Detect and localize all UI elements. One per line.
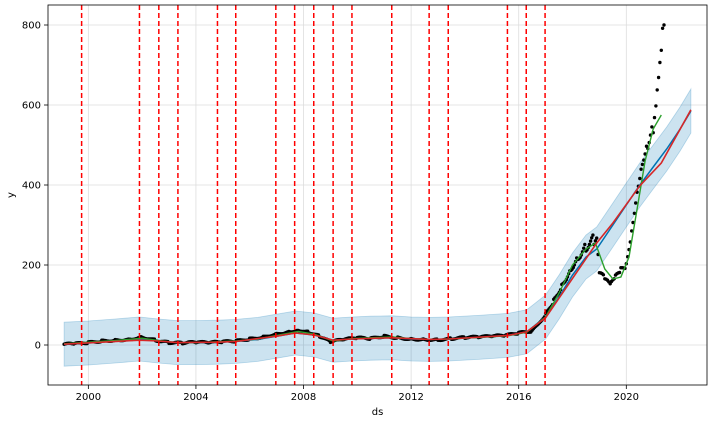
observed-point (655, 88, 659, 92)
trend-line (64, 109, 692, 345)
grid-lines (48, 5, 707, 385)
observed-point (638, 176, 642, 181)
observed-point (617, 270, 622, 275)
observed-point (583, 242, 587, 247)
observed-point (660, 26, 665, 30)
observed-point (630, 229, 634, 233)
observed-point (587, 242, 592, 247)
observed-point (591, 233, 595, 237)
observed-point (656, 75, 661, 80)
y-tick-label: 200 (22, 261, 41, 272)
observed-point (640, 162, 645, 167)
y-tick-label: 800 (22, 21, 41, 32)
observed-point (639, 167, 643, 171)
observed-point (652, 115, 657, 120)
observed-point (654, 104, 658, 108)
x-tick-label: 2004 (183, 392, 208, 403)
y-axis-label: y (6, 192, 17, 198)
model-lines (64, 109, 692, 345)
observed-point (659, 48, 663, 52)
plot-frame (47, 4, 708, 386)
observed-point (595, 236, 599, 240)
observed-point (658, 60, 662, 65)
observed-point (631, 220, 635, 225)
observed-point (634, 201, 638, 205)
observed-point (662, 23, 666, 27)
observed-point (593, 239, 598, 243)
y-tick-label: 0 (35, 341, 41, 352)
observed-point (650, 125, 654, 129)
y-tick-label: 400 (22, 181, 41, 192)
x-tick-label: 2012 (398, 392, 423, 403)
observed-point (632, 211, 637, 215)
x-axis-label: ds (372, 407, 384, 418)
observed-point (588, 239, 593, 243)
x-tick-label: 2020 (614, 392, 639, 403)
y-tick-label: 600 (22, 101, 41, 112)
x-tick-label: 2008 (291, 392, 316, 403)
axis-ticks: 2000 2004 2008 2012 2016 2020 0 200 400 600 800 (22, 21, 639, 404)
x-tick-label: 2000 (76, 392, 101, 403)
x-tick-label: 2016 (506, 392, 531, 403)
observed-point (582, 246, 586, 250)
observed-point (590, 236, 594, 240)
observed-point (601, 273, 606, 277)
changepoint-lines (80, 5, 546, 385)
